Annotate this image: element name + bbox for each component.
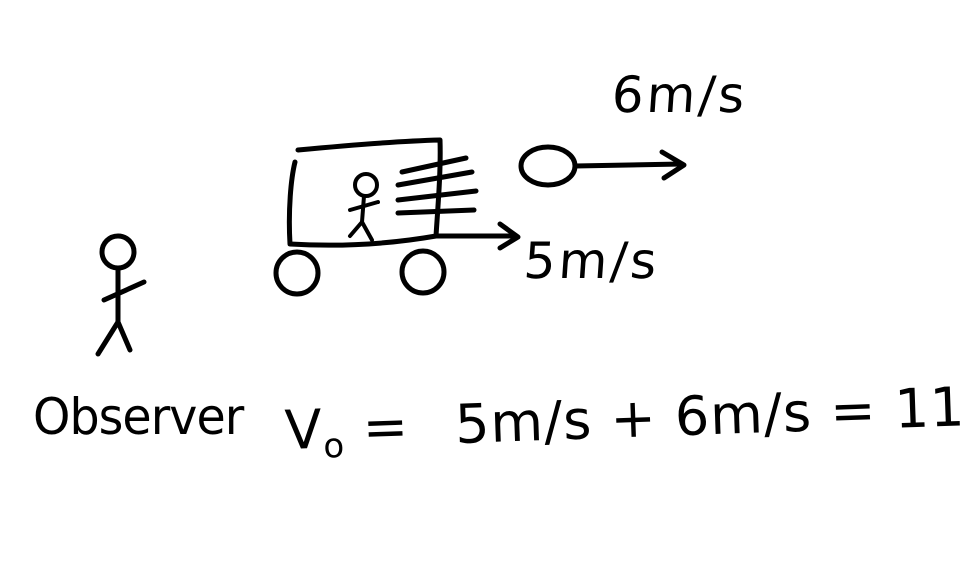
truck-velocity-label: 5m/s (521, 232, 662, 290)
speed-lines (395, 155, 479, 216)
equation-term1: 5m/s (453, 388, 594, 457)
observer-head (99, 233, 137, 271)
ball-velocity-label: 6m/s (609, 66, 750, 124)
equation-result: 11 m/s (893, 371, 979, 441)
ball (518, 144, 687, 188)
ball-velocity-arrow (572, 149, 687, 181)
observer-label: Observer (33, 388, 244, 446)
equation-equals: = (361, 394, 411, 460)
equation-equals2: = (829, 378, 878, 443)
truck (273, 137, 521, 297)
equation-term2: 6m/s (673, 380, 814, 449)
equation-lhs-subscript: o (322, 425, 346, 467)
truck-velocity-arrow (433, 221, 521, 251)
equation-plus: + (609, 386, 658, 451)
driver-figure (348, 172, 380, 242)
truck-wheel-front (399, 248, 447, 296)
truck-wheel-rear (273, 249, 321, 297)
equation-lhs: V (283, 397, 324, 463)
ball-circle (518, 144, 578, 188)
observer-figure (95, 233, 147, 357)
